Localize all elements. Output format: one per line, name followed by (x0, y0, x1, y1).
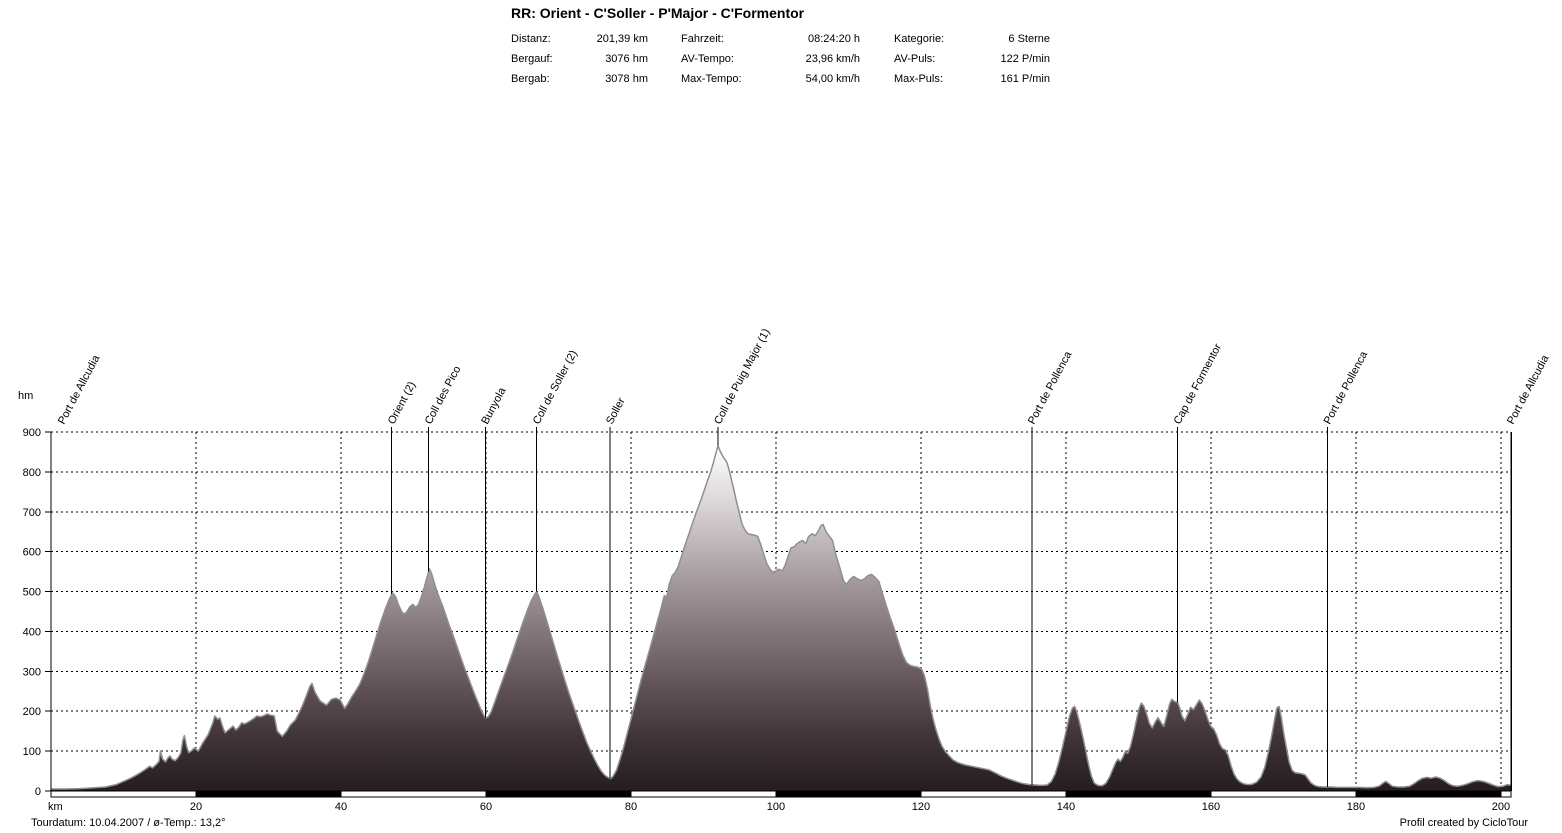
x-tick-label: 20 (190, 801, 202, 813)
stat-row: Bergauf: 3076 hm (511, 49, 648, 69)
tour-stats: Distanz: 201,39 km Bergauf: 3076 hm Berg… (511, 29, 1050, 89)
scalebar-segment (920, 790, 1067, 798)
stat-value: 3078 hm (605, 73, 648, 85)
tour-date-footer: Tourdatum: 10.04.2007 / ø-Temp.: 13,2° (31, 817, 226, 829)
y-tick-label: 500 (23, 587, 41, 599)
y-tick-label: 100 (23, 746, 41, 758)
stat-label: Max-Tempo: (681, 73, 742, 85)
stat-value: 08:24:20 h (808, 33, 860, 45)
waypoint-label: Bunyola (479, 385, 509, 427)
stats-column-distance: Distanz: 201,39 km Bergauf: 3076 hm Berg… (511, 29, 648, 89)
profile-plot-area: Port de Allcudia Orient (2) Coll des Pico B… (18, 327, 1552, 813)
x-tick-label: 160 (1202, 801, 1220, 813)
stat-label: Max-Puls: (894, 73, 943, 85)
stat-value: 161 P/min (1000, 73, 1050, 85)
scalebar-segment (775, 790, 922, 798)
stat-row: Max-Puls: 161 P/min (894, 69, 1050, 89)
y-tick-label: 300 (23, 666, 41, 678)
elevation-outline (51, 444, 1512, 790)
x-tick-label: 140 (1057, 801, 1075, 813)
x-tick-label: 180 (1347, 801, 1365, 813)
waypoint-label: Orient (2) (386, 380, 418, 427)
y-tick-label: 900 (23, 427, 41, 439)
scalebar-segment (1210, 790, 1357, 798)
x-axis-unit-label: km (48, 801, 63, 813)
stat-row: AV-Puls: 122 P/min (894, 49, 1050, 69)
stat-value: 122 P/min (1000, 53, 1050, 65)
stat-row: Max-Tempo: 54,00 km/h (681, 69, 860, 89)
waypoint-label: Port de Allcudia (1505, 353, 1552, 427)
y-tick-label: 700 (23, 507, 41, 519)
stat-label: Distanz: (511, 33, 551, 45)
y-tick-label: 200 (23, 706, 41, 718)
waypoint-label: Soller (604, 396, 628, 427)
scalebar-segment (340, 790, 487, 798)
waypoint-label: Port de Pollenca (1026, 349, 1075, 427)
stat-row: Kategorie: 6 Sterne (894, 29, 1050, 49)
waypoint-label: Cap de Formentor (1172, 342, 1225, 427)
stats-column-pulse: Kategorie: 6 Sterne AV-Puls: 122 P/min M… (894, 29, 1050, 89)
report-header: RR: Orient - C'Soller - P'Major - C'Form… (511, 5, 1050, 89)
x-tick-label: 120 (912, 801, 930, 813)
page-title: RR: Orient - C'Soller - P'Major - C'Form… (511, 5, 805, 21)
y-tick-label: 800 (23, 467, 41, 479)
credits-footer: Profil created by CicloTour (1399, 817, 1528, 829)
waypoint-label: Coll des Pico (423, 364, 464, 426)
x-tick-label: 60 (480, 801, 492, 813)
elevation-area (51, 445, 1511, 791)
scalebar-segment (630, 790, 777, 798)
stat-row: Fahrzeit: 08:24:20 h (681, 29, 860, 49)
waypoint-label: Port de Allcudia (56, 353, 103, 427)
stat-value: 3076 hm (605, 53, 648, 65)
x-tick-label: 200 (1492, 801, 1510, 813)
scalebar-segment (1500, 790, 1512, 798)
waypoint-label: Port de Pollenca (1322, 349, 1371, 427)
stat-value: 201,39 km (596, 33, 648, 45)
x-tick-label: 100 (767, 801, 785, 813)
scalebar-segment (1355, 790, 1502, 798)
x-tick-label: 40 (335, 801, 347, 813)
stat-label: Bergauf: (511, 53, 553, 65)
stat-label: Fahrzeit: (681, 33, 724, 45)
stat-value: 23,96 km/h (805, 53, 860, 65)
stats-column-speed: Fahrzeit: 08:24:20 h AV-Tempo: 23,96 km/… (681, 29, 860, 89)
stat-label: AV-Puls: (894, 53, 936, 65)
stat-row: AV-Tempo: 23,96 km/h (681, 49, 860, 69)
scalebar-segment (195, 790, 342, 798)
stat-value: 6 Sterne (1008, 33, 1050, 45)
scalebar-segment (485, 790, 632, 798)
stat-row: Bergab: 3078 hm (511, 69, 648, 89)
stat-row: Distanz: 201,39 km (511, 29, 648, 49)
y-tick-label: 600 (23, 547, 41, 559)
x-tick-label: 80 (625, 801, 637, 813)
y-tick-label: 0 (35, 786, 41, 798)
scalebar-segment (50, 790, 197, 798)
stat-label: Bergab: (511, 73, 550, 85)
stat-label: Kategorie: (894, 33, 945, 45)
waypoint-label: Coll de Puig Major (1) (712, 327, 773, 427)
stat-label: AV-Tempo: (681, 53, 734, 65)
y-axis-unit-label: hm (18, 390, 33, 402)
waypoint-label: Coll de Soller (2) (531, 348, 580, 426)
y-tick-label: 400 (23, 626, 41, 638)
stat-value: 54,00 km/h (805, 73, 860, 85)
scalebar-segment (1065, 790, 1212, 798)
